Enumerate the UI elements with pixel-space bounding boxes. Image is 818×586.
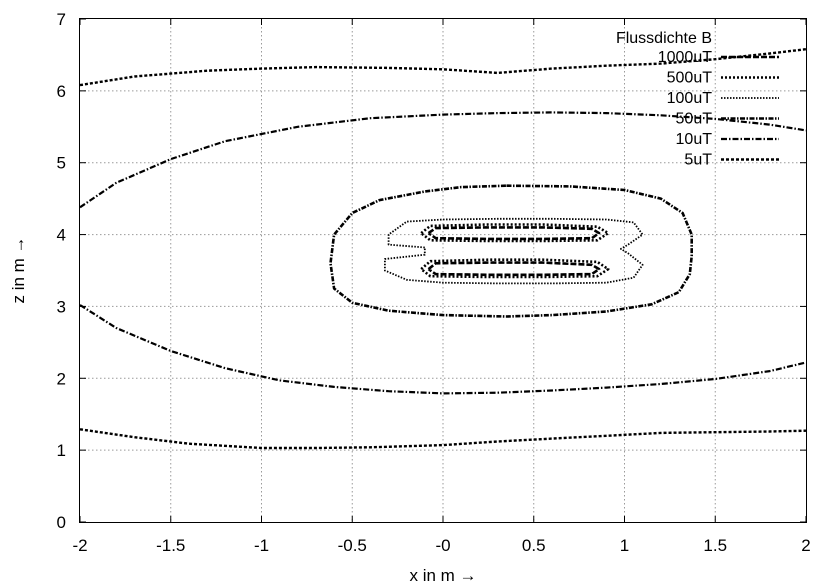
- y-tick-label: 4: [57, 226, 66, 245]
- x-axis-ticks: -2 -1.5 -1 -0.5 -0 0.5 1 1.5 2: [72, 19, 811, 555]
- grid: [80, 19, 806, 522]
- legend-title: Flussdichte B: [616, 30, 712, 47]
- y-tick-label: 3: [57, 297, 66, 316]
- x-tick-label: 2: [801, 536, 810, 555]
- contour-line-1000uT: [427, 226, 601, 241]
- contour-line-500uT: [420, 223, 610, 243]
- x-tick-label: -1.5: [156, 536, 185, 555]
- x-tick-label: 1: [620, 536, 629, 555]
- y-tick-label: 0: [57, 513, 66, 532]
- contour-line-10uT: [79, 304, 807, 395]
- y-axis-label: z in m →: [9, 236, 28, 303]
- legend: Flussdichte B 1000uT 500uT 100uT 50uT 10uT 5u…: [616, 30, 779, 169]
- legend-entry-label: 5uT: [684, 152, 712, 169]
- y-axis-ticks: 0 1 2 3 4 5 6 7: [57, 10, 806, 532]
- legend-entry-label: 500uT: [667, 70, 713, 87]
- contour-line-500uT: [420, 258, 610, 279]
- x-tick-label: 1.5: [703, 536, 727, 555]
- contour-line-10uT: [79, 111, 807, 209]
- x-tick-label: -1: [254, 536, 269, 555]
- x-axis-label: x in m →: [409, 566, 476, 585]
- legend-entry-label: 100uT: [667, 90, 713, 107]
- x-tick-label: -2: [72, 536, 87, 555]
- x-tick-label: -0.5: [338, 536, 367, 555]
- contour-line-1000uT: [427, 261, 601, 277]
- legend-entry-label: 50uT: [676, 111, 713, 128]
- legend-entry-label: 10uT: [676, 131, 713, 148]
- x-tick-label: 0.5: [522, 536, 546, 555]
- contour-line-50uT: [329, 184, 693, 318]
- y-tick-label: 6: [57, 82, 66, 101]
- series-layer: [79, 48, 807, 450]
- contour-line-5uT: [79, 48, 807, 87]
- y-tick-label: 7: [57, 10, 66, 29]
- legend-entry-label: 1000uT: [658, 49, 712, 66]
- contour-line-5uT: [79, 428, 807, 450]
- y-tick-label: 1: [57, 441, 66, 460]
- plot-frame: [79, 18, 807, 523]
- x-tick-label: -0: [435, 536, 450, 555]
- y-tick-label: 5: [57, 154, 66, 173]
- y-tick-label: 2: [57, 369, 66, 388]
